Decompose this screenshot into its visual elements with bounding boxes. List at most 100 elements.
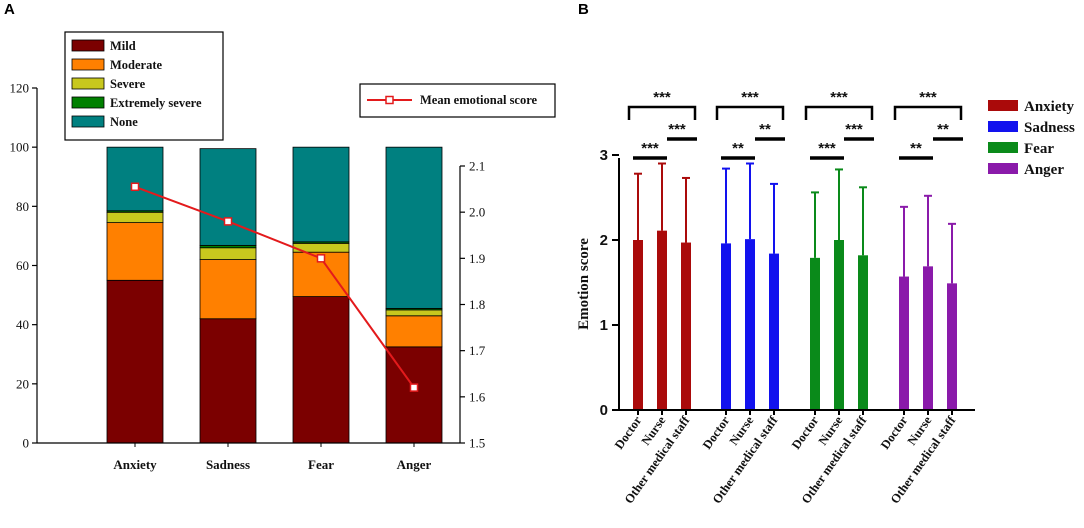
chart-a-y2-tick-label: 1.9 bbox=[469, 251, 485, 266]
bar-anger-moderate bbox=[385, 315, 443, 348]
bar-fear-other-medical-staff bbox=[858, 255, 868, 410]
bar-fear-none bbox=[292, 146, 350, 243]
chart-b-category-label: Doctor bbox=[789, 413, 822, 452]
chart-a-legend: Mild Moderate Severe Extremely severe None bbox=[64, 31, 224, 141]
chart-b-y-tick-label: 3 bbox=[600, 147, 608, 164]
chart-b-y-tick-label: 2 bbox=[600, 232, 608, 249]
mean-score-point bbox=[130, 182, 140, 192]
legend-label: Sadness bbox=[1024, 120, 1075, 136]
chart-a-y-tick-label: 40 bbox=[16, 317, 29, 332]
legend-swatch bbox=[988, 100, 1018, 111]
bar-sadness-none bbox=[199, 148, 257, 246]
significance-bracket-long bbox=[893, 105, 963, 120]
significance-label: ** bbox=[910, 140, 922, 157]
bar-anger-severe bbox=[385, 309, 443, 317]
legend-swatch bbox=[71, 39, 105, 52]
legend-swatch bbox=[988, 142, 1018, 153]
mean-score-point bbox=[409, 383, 419, 392]
chart-b-category-label: Doctor bbox=[700, 413, 733, 452]
bar-fear-mild bbox=[292, 296, 350, 444]
chart-b-y-tick-label: 0 bbox=[600, 402, 608, 419]
legend-label: Severe bbox=[110, 77, 146, 91]
bar-anxiety-nurse bbox=[657, 230, 667, 410]
chart-a-y2-tick-label: 2.0 bbox=[469, 205, 485, 220]
chart-b-bars: ******************************** bbox=[627, 89, 963, 410]
chart-a-y-tick-label: 60 bbox=[16, 258, 29, 273]
mean-score-line bbox=[134, 185, 415, 389]
legend-label: Anger bbox=[1024, 162, 1064, 178]
legend-swatch bbox=[71, 96, 105, 109]
bar-sadness-moderate bbox=[199, 259, 257, 320]
chart-a-category-label: Anger bbox=[397, 457, 432, 472]
legend-label: Moderate bbox=[110, 58, 163, 72]
chart-a-category-label: Fear bbox=[308, 457, 334, 472]
bar-anxiety-other-medical-staff bbox=[681, 242, 691, 410]
chart-a-y2-tick-label: 1.8 bbox=[469, 297, 485, 312]
chart-a-y-tick-label: 100 bbox=[10, 140, 30, 155]
bar-anxiety-doctor bbox=[633, 240, 643, 410]
chart-b: ******************************** 0123Doc… bbox=[576, 89, 1075, 506]
bar-anxiety-none bbox=[106, 146, 164, 212]
chart-b-y-label: Emotion score bbox=[576, 238, 592, 330]
legend-swatch bbox=[988, 163, 1018, 174]
chart-a-y2-tick-label: 1.7 bbox=[469, 343, 486, 358]
chart-a-y-tick-label: 80 bbox=[16, 199, 29, 214]
line-legend-label: Mean emotional score bbox=[420, 93, 538, 107]
legend-label: Extremely severe bbox=[110, 96, 202, 110]
bar-sadness-doctor bbox=[721, 243, 731, 410]
significance-label: *** bbox=[830, 89, 848, 106]
chart-b-y-tick-label: 1 bbox=[600, 317, 608, 334]
chart-a-y2-tick-label: 2.1 bbox=[469, 159, 485, 174]
bar-sadness-other-medical-staff bbox=[769, 253, 779, 410]
chart-b-category-label: Doctor bbox=[612, 413, 645, 452]
chart-b-legend: Anxiety Sadness Fear Anger bbox=[988, 99, 1075, 178]
chart-a-bars bbox=[106, 146, 443, 444]
bar-anxiety-mild bbox=[106, 279, 164, 444]
significance-bracket-long bbox=[804, 105, 874, 120]
mean-score-point bbox=[316, 254, 326, 263]
significance-label: *** bbox=[845, 121, 863, 138]
bar-sadness-mild bbox=[199, 318, 257, 444]
panel-b-label: B bbox=[578, 1, 589, 18]
significance-bracket-long bbox=[627, 105, 697, 120]
legend-swatch bbox=[71, 58, 105, 71]
chart-a-y2-tick-label: 1.5 bbox=[469, 436, 485, 451]
significance-label: ** bbox=[759, 121, 771, 138]
bar-sadness-nurse bbox=[745, 239, 755, 410]
bar-anger-doctor bbox=[899, 276, 909, 410]
significance-label: *** bbox=[741, 89, 759, 106]
chart-a-y-tick-label: 120 bbox=[10, 81, 30, 96]
significance-label: ** bbox=[937, 121, 949, 138]
chart-a-y-tick-label: 0 bbox=[23, 436, 30, 451]
legend-label: Anxiety bbox=[1024, 99, 1074, 115]
chart-a-mean-line bbox=[130, 182, 419, 392]
bar-anxiety-severe bbox=[106, 211, 164, 224]
chart-a-y-tick-label: 20 bbox=[16, 376, 29, 391]
chart-a: 0 20 40 60 80 100 120 1.5 1.6 1.7 1.8 1.9 2.0 2.1 Anxi… bbox=[10, 31, 556, 473]
legend-swatch bbox=[988, 121, 1018, 132]
significance-label: *** bbox=[641, 140, 659, 157]
bar-anger-other-medical-staff bbox=[947, 283, 957, 410]
bar-fear-doctor bbox=[810, 257, 820, 410]
legend-label: Fear bbox=[1024, 141, 1054, 157]
significance-label: *** bbox=[668, 121, 686, 138]
mean-score-point bbox=[223, 217, 233, 226]
bar-anger-nurse bbox=[923, 266, 933, 410]
chart-a-axes: 0 20 40 60 80 100 120 1.5 1.6 1.7 1.8 1.9 2.0 2.1 Anxi… bbox=[10, 81, 486, 473]
legend-label: Mild bbox=[110, 39, 136, 53]
chart-a-line-legend: Mean emotional score bbox=[359, 83, 556, 118]
bar-anger-none bbox=[385, 146, 443, 309]
legend-label: None bbox=[110, 115, 138, 129]
bar-sadness-severe bbox=[199, 247, 257, 260]
bar-anxiety-moderate bbox=[106, 222, 164, 281]
legend-swatch bbox=[71, 77, 105, 90]
legend-swatch bbox=[71, 115, 105, 128]
chart-a-category-label: Sadness bbox=[206, 457, 250, 472]
significance-bracket-long bbox=[715, 105, 785, 120]
significance-label: *** bbox=[919, 89, 937, 106]
significance-label: *** bbox=[818, 140, 836, 157]
chart-a-y2-tick-label: 1.6 bbox=[469, 389, 486, 404]
chart-b-category-label: Doctor bbox=[878, 413, 911, 452]
